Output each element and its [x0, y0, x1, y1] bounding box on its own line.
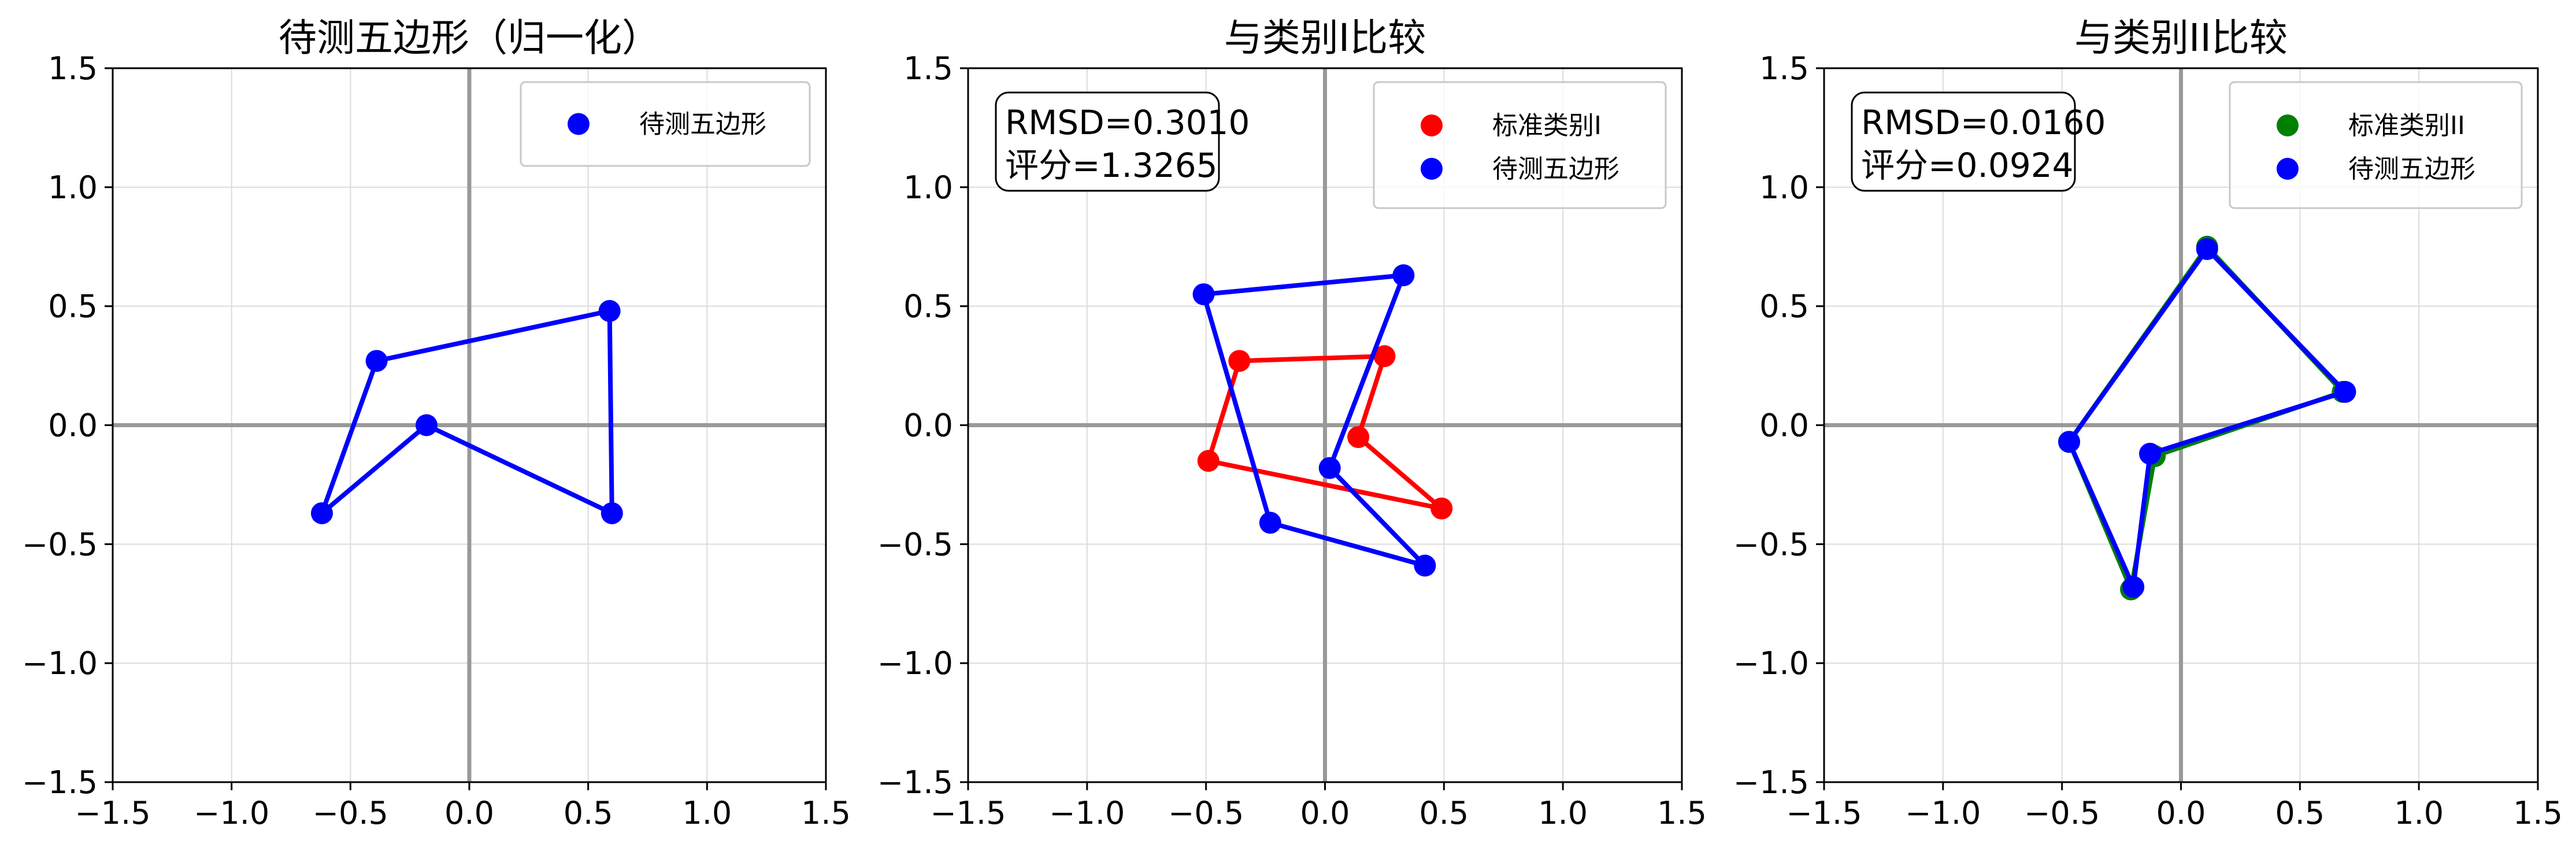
series-2-point-2 [2334, 380, 2356, 403]
rmsd-label: RMSD=0.0160 [1861, 103, 2106, 142]
series-2-point-1 [2196, 238, 2218, 260]
x-tick-label-1: −1.0 [194, 795, 269, 831]
chart-title: 与类别I比较 [1224, 16, 1426, 60]
legend-label-1: 标准类别II [2348, 111, 2465, 140]
series-2-point-5 [2058, 431, 2081, 453]
series-2-polygon [2067, 246, 2348, 590]
rmsd-label: RMSD=0.3010 [1005, 103, 1250, 142]
series-1-point-1 [310, 502, 333, 524]
x-tick-label-3: 0.0 [1300, 795, 1350, 831]
x-tick-label-3: 0.0 [444, 795, 494, 831]
series-1-point-3 [598, 299, 621, 322]
legend-label-1: 标准类别I [1492, 111, 1602, 140]
legend-label-1: 待测五边形 [639, 110, 766, 139]
series-2-polygon [1201, 273, 1428, 568]
x-tick-label-1: −1.0 [1905, 795, 1981, 831]
x-tick-label-2: −0.5 [313, 795, 388, 831]
y-tick-label-6: 1.5 [48, 50, 98, 87]
legend-label-2: 待测五边形 [1492, 154, 1619, 184]
stats-annotation-box [995, 91, 1220, 192]
chart-title: 与类别II比较 [2074, 16, 2288, 60]
x-tick-label-0: −1.5 [1786, 795, 1862, 831]
y-tick-label-5: 1.0 [1759, 169, 1809, 206]
y-tick-label-4: 0.5 [903, 288, 953, 325]
y-tick-label-0: −1.5 [1733, 764, 1809, 801]
x-tick-label-5: 1.0 [682, 795, 732, 831]
series-1-point-5 [1197, 450, 1220, 472]
y-tick-label-5: 1.0 [903, 169, 953, 206]
y-tick-label-5: 1.0 [48, 169, 98, 206]
y-tick-label-6: 1.5 [1759, 50, 1809, 87]
series-1-point-4 [601, 502, 623, 524]
legend-marker-1 [1421, 114, 1443, 136]
x-tick-label-4: 0.5 [1419, 795, 1469, 831]
y-tick-label-1: −1.0 [1733, 645, 1809, 682]
stats-annotation-box [1851, 91, 2076, 192]
legend-box [520, 81, 811, 167]
series-2-point-1 [1192, 283, 1215, 306]
series-1-point-3 [1347, 426, 1370, 449]
legend-label-2: 待测五边形 [2348, 154, 2475, 184]
x-tick-label-4: 0.5 [2275, 795, 2325, 831]
x-tick-label-0: −1.5 [930, 795, 1006, 831]
y-tick-label-1: −1.0 [877, 645, 953, 682]
score-label: 评分=1.3265 [1005, 146, 1218, 185]
y-tick-label-3: 0.0 [903, 408, 953, 444]
series-2-point-4 [2122, 576, 2145, 598]
legend-box [2229, 81, 2523, 209]
series-1-point-2 [365, 350, 388, 372]
x-tick-label-5: 1.0 [1538, 795, 1588, 831]
y-tick-label-3: 0.0 [1759, 408, 1809, 444]
x-tick-label-6: 1.5 [2513, 795, 2563, 831]
series-2-point-3 [1318, 457, 1341, 479]
y-tick-label-0: −1.5 [22, 764, 98, 801]
series-1-point-4 [1430, 497, 1453, 520]
series-2-point-4 [1414, 554, 1436, 577]
y-tick-label-0: −1.5 [877, 764, 953, 801]
chart-panel-1: −1.5−1.5 −1.0 −1.0 −0.5 −0.5 0.0 0.0 0.5 0.5 1.0 1… [22, 16, 851, 831]
legend-marker-1 [568, 113, 590, 135]
x-tick-label-4: 0.5 [564, 795, 613, 831]
y-tick-label-1: −1.0 [22, 645, 98, 682]
x-tick-label-2: −0.5 [1168, 795, 1244, 831]
series-1-point-5 [415, 414, 438, 436]
series-1-point-1 [1228, 350, 1251, 372]
y-tick-label-6: 1.5 [903, 50, 953, 87]
x-tick-label-0: −1.5 [75, 795, 150, 831]
legend-marker-2 [1421, 158, 1443, 180]
series-1-polygon [320, 308, 614, 516]
legend-marker-1 [2277, 114, 2299, 136]
x-tick-label-3: 0.0 [2156, 795, 2206, 831]
series-1-point-2 [1373, 345, 1396, 368]
score-label: 评分=0.0924 [1861, 146, 2074, 185]
legend-box [1373, 81, 1667, 209]
chart-panel-2: −1.5−1.5 −1.0 −1.0 −0.5 −0.5 0.0 0.0 0.5 0.5 1.0 1… [877, 16, 1707, 831]
x-tick-label-5: 1.0 [2394, 795, 2444, 831]
y-tick-label-2: −0.5 [1733, 526, 1809, 562]
y-tick-label-2: −0.5 [22, 526, 98, 562]
x-tick-label-6: 1.5 [1657, 795, 1707, 831]
legend-marker-2 [2277, 158, 2299, 180]
series-2-point-5 [1259, 512, 1281, 534]
chart-panel-3: −1.5−1.5 −1.0 −1.0 −0.5 −0.5 0.0 0.0 0.5 0.5 1.0 1… [1733, 16, 2563, 831]
series-2-point-3 [2138, 442, 2161, 465]
y-tick-label-4: 0.5 [1759, 288, 1809, 325]
chart-title: 待测五边形（归一化） [279, 16, 660, 60]
series-2-point-2 [1392, 264, 1415, 287]
x-tick-label-2: −0.5 [2024, 795, 2100, 831]
y-tick-label-4: 0.5 [48, 288, 98, 325]
x-tick-label-1: −1.0 [1049, 795, 1125, 831]
series-1-polygon [1206, 354, 1444, 511]
y-tick-label-3: 0.0 [48, 408, 98, 444]
y-tick-label-2: −0.5 [877, 526, 953, 562]
x-tick-label-6: 1.5 [801, 795, 851, 831]
